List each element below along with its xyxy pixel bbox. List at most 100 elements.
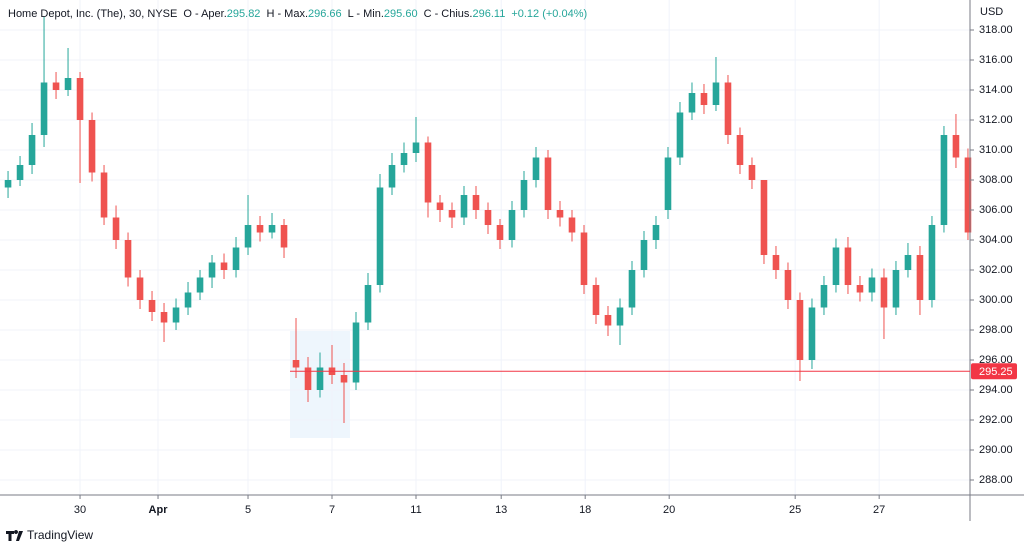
legend-value: 296.66 — [308, 8, 342, 20]
candle-body — [364, 285, 372, 323]
candle-body — [304, 367, 312, 390]
y-tick-label: 308.00 — [979, 174, 1013, 186]
x-tick-label: 25 — [789, 504, 801, 516]
brand: TradingView — [6, 528, 93, 542]
candle-body — [376, 187, 384, 285]
candle-body — [820, 285, 828, 308]
candle-body — [736, 135, 744, 165]
candle-body — [616, 307, 624, 326]
candle-body — [832, 247, 840, 285]
y-tick-label: 302.00 — [979, 264, 1013, 276]
candle-body — [700, 93, 708, 105]
candle-body — [592, 285, 600, 315]
candle-body — [604, 315, 612, 326]
currency: USD — [980, 6, 1003, 18]
y-tick-label: 316.00 — [979, 54, 1013, 66]
candle-body — [292, 360, 300, 368]
x-tick-label: 7 — [329, 504, 335, 516]
plot — [0, 0, 972, 495]
candle-body — [208, 262, 216, 278]
candle-body — [172, 307, 180, 323]
candle-body — [928, 225, 936, 300]
candle-body — [160, 312, 168, 323]
candle-body — [88, 120, 96, 173]
candle-body — [520, 180, 528, 210]
candle-body — [508, 210, 516, 240]
candle-body — [964, 157, 972, 233]
legend-change: +0.12 (+0.04%) — [511, 8, 587, 20]
candle-body — [400, 153, 408, 165]
candle-body — [628, 270, 636, 308]
y-tick-label: 310.00 — [979, 144, 1013, 156]
candle-body — [796, 300, 804, 360]
candle-body — [772, 255, 780, 270]
candle-body — [100, 172, 108, 218]
candle-body — [556, 210, 564, 218]
candle-body — [280, 225, 288, 248]
candle-body — [712, 82, 720, 105]
x-tick-label: 5 — [245, 504, 251, 516]
candle-body — [28, 135, 36, 165]
legend: Home Depot, Inc. (The), 30, NYSE O - Aper… — [8, 8, 587, 20]
candle-body — [688, 93, 696, 113]
x-tick-label: Apr — [149, 504, 169, 516]
candle-body — [424, 142, 432, 203]
candle-body — [136, 277, 144, 300]
candle-body — [232, 247, 240, 270]
candle-body — [148, 300, 156, 312]
legend-key: C - Chius. — [424, 8, 473, 20]
x-tick-label: 13 — [495, 504, 507, 516]
candle-body — [868, 277, 876, 293]
price-label: 295.25 — [979, 366, 1013, 378]
candle-body — [448, 210, 456, 218]
candle-body — [220, 262, 228, 270]
candle-body — [652, 225, 660, 240]
candle-body — [64, 78, 72, 90]
candle-body — [496, 225, 504, 240]
y-tick-label: 306.00 — [979, 204, 1013, 216]
candle-body — [940, 135, 948, 225]
candle-body — [472, 195, 480, 210]
y-tick-label: 292.00 — [979, 414, 1013, 426]
y-tick-label: 312.00 — [979, 114, 1013, 126]
legend-key: L - Min. — [348, 8, 384, 20]
y-tick-label: 290.00 — [979, 444, 1013, 456]
brand-logo — [6, 529, 23, 541]
candle-body — [640, 240, 648, 270]
candle-body — [4, 180, 12, 188]
candle-body — [532, 157, 540, 180]
candle-body — [76, 78, 84, 120]
candle-body — [892, 270, 900, 308]
y-tick-label: 314.00 — [979, 84, 1013, 96]
candle-body — [748, 165, 756, 180]
candle-body — [388, 165, 396, 188]
candle-body — [412, 142, 420, 153]
candle-body — [268, 225, 276, 233]
x-tick-label: 27 — [873, 504, 885, 516]
candle-body — [808, 307, 816, 360]
candle-body — [316, 367, 324, 390]
legend-value: 295.60 — [384, 8, 418, 20]
candle-body — [124, 240, 132, 278]
candle-body — [952, 135, 960, 158]
candle-body — [436, 202, 444, 210]
candle-body — [664, 157, 672, 210]
y-tick-label: 304.00 — [979, 234, 1013, 246]
candle-body — [40, 82, 48, 135]
legend-symbol: Home Depot, Inc. (The), 30, NYSE — [8, 8, 177, 20]
legend-key: O - Aper. — [183, 8, 226, 20]
candle-body — [760, 180, 768, 255]
legend-value: 295.82 — [227, 8, 261, 20]
y-tick-label: 300.00 — [979, 294, 1013, 306]
x-tick-label: 20 — [663, 504, 675, 516]
brand-name: TradingView — [27, 528, 93, 542]
legend-value: 296.11 — [472, 8, 505, 20]
candle-body — [784, 270, 792, 300]
candle-body — [568, 217, 576, 233]
price-label-bg — [971, 363, 1017, 380]
y-tick-label: 298.00 — [979, 324, 1013, 336]
candle-body — [904, 255, 912, 270]
x-tick-label: 18 — [579, 504, 591, 516]
